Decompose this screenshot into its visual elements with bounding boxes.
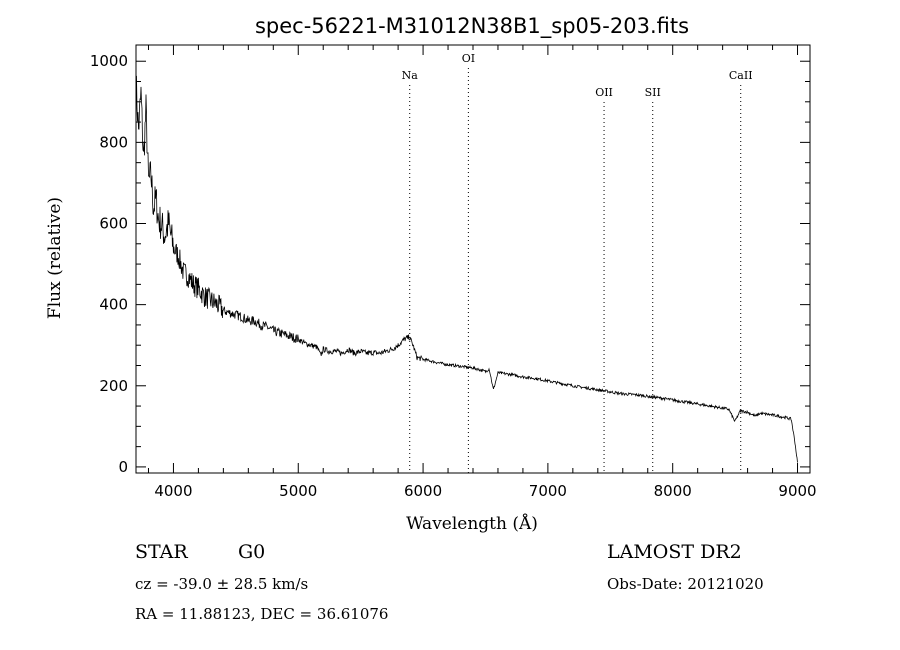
y-axis-label: Flux (relative) (45, 197, 65, 319)
redshift-readout: cz = -39.0 ± 28.5 km/s (135, 575, 309, 593)
obs-date: Obs-Date: 20121020 (607, 575, 764, 593)
x-tick-label: 5000 (279, 482, 317, 500)
y-tick-label: 0 (118, 458, 128, 476)
y-tick-label: 200 (99, 377, 128, 395)
spectrum-line (135, 75, 798, 463)
spectral-line-label: OII (595, 86, 613, 99)
y-tick-label: 1000 (90, 52, 128, 70)
x-tick-label: 6000 (404, 482, 442, 500)
object-subclass: G0 (238, 541, 266, 563)
survey-name: LAMOST DR2 (607, 541, 742, 563)
y-tick-label: 800 (99, 133, 128, 151)
x-axis-label: Wavelength (Å) (406, 513, 538, 534)
y-tick-label: 600 (99, 215, 128, 233)
spectral-line-label: OI (462, 52, 475, 65)
spectral-line-label: SII (645, 86, 661, 99)
y-tick-label: 400 (99, 296, 128, 314)
spectral-line-label: Na (402, 69, 419, 82)
chart-title: spec-56221-M31012N38B1_sp05-203.fits (255, 14, 689, 39)
x-tick-label: 8000 (654, 482, 692, 500)
x-tick-label: 4000 (154, 482, 192, 500)
spectral-line-label: CaII (729, 69, 753, 82)
object-class: STAR (135, 541, 188, 563)
x-tick-label: 9000 (778, 482, 816, 500)
x-tick-label: 7000 (529, 482, 567, 500)
coordinates: RA = 11.88123, DEC = 36.61076 (135, 605, 389, 623)
plot-frame (135, 44, 811, 474)
